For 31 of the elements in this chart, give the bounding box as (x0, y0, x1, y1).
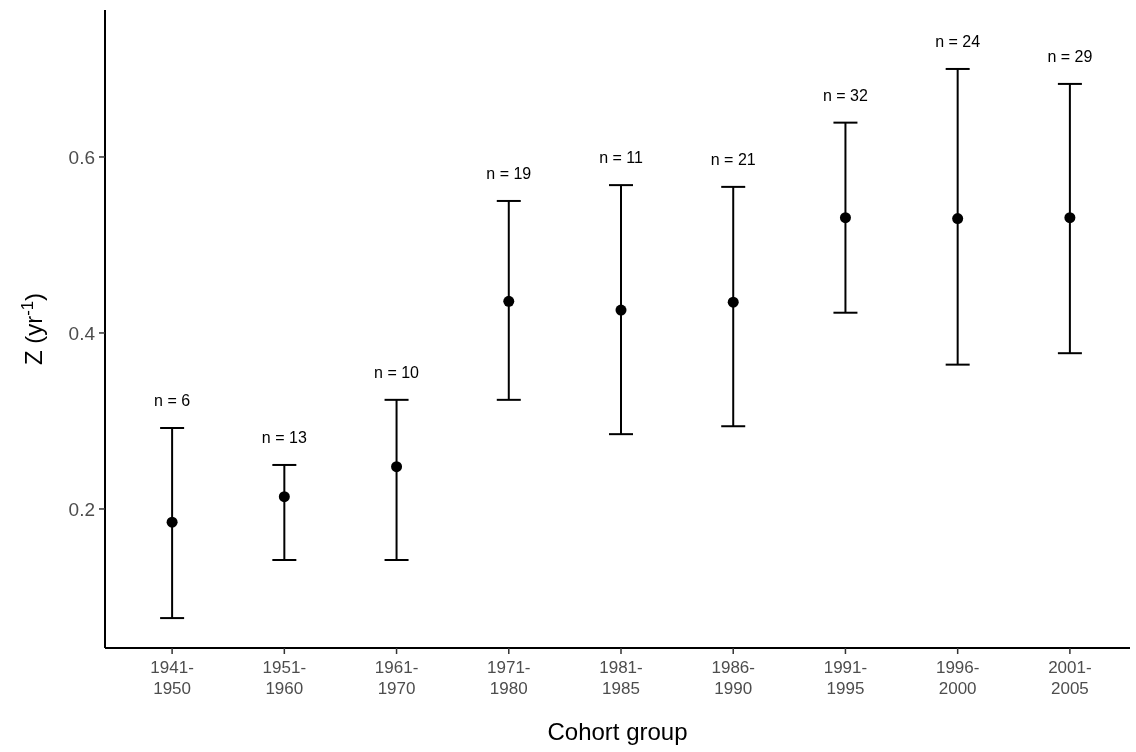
x-tick-label: 1991-1995 (823, 658, 868, 698)
annotation: n = 6 (154, 392, 191, 409)
x-tick-label: 1961-1970 (374, 658, 419, 698)
x-tick-label: 1971-1980 (487, 658, 531, 698)
annotation: n = 21 (710, 150, 756, 168)
point (391, 461, 403, 473)
y-tick-label: 0.4 (68, 322, 96, 344)
point (503, 295, 515, 307)
x-tick-label: 1986-1990 (711, 658, 755, 698)
x-axis-title: Cohort group (547, 718, 688, 745)
x-tick-label: 1981-1985 (599, 658, 643, 698)
annotation: n = 19 (486, 164, 532, 182)
point (952, 213, 964, 225)
x-tick-label: 1996-2000 (935, 658, 980, 698)
point (615, 304, 627, 316)
point (839, 212, 851, 224)
annotation: n = 11 (599, 149, 643, 167)
x-tick-label: 2001-2005 (1048, 658, 1092, 698)
annotation: n = 13 (261, 428, 307, 446)
x-tick-label: 1951-1960 (262, 658, 307, 698)
annotation: n = 24 (935, 32, 981, 50)
point (727, 296, 739, 308)
annotation: n = 10 (374, 363, 420, 381)
y-tick-label: 0.2 (68, 498, 95, 520)
annotation: n = 29 (1047, 47, 1093, 65)
point (1064, 212, 1076, 224)
annotation: n = 32 (822, 86, 869, 104)
point (278, 491, 290, 503)
y-tick-label: 0.6 (68, 146, 95, 168)
x-tick-label: 1941-1950 (150, 658, 194, 698)
point (166, 516, 178, 528)
